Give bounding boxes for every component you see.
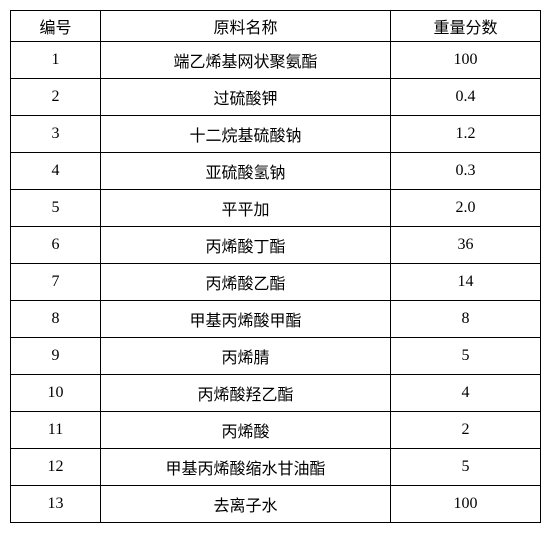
col-header-name: 原料名称 [101, 11, 391, 42]
cell-name: 过硫酸钾 [101, 79, 391, 116]
table-row: 8 甲基丙烯酸甲酯 8 [11, 301, 541, 338]
cell-weight: 4 [391, 375, 541, 412]
cell-name: 丙烯酸 [101, 412, 391, 449]
table-row: 10 丙烯酸羟乙酯 4 [11, 375, 541, 412]
cell-name: 丙烯酸羟乙酯 [101, 375, 391, 412]
cell-weight: 14 [391, 264, 541, 301]
cell-weight: 100 [391, 486, 541, 523]
cell-weight: 1.2 [391, 116, 541, 153]
cell-id: 9 [11, 338, 101, 375]
cell-weight: 0.4 [391, 79, 541, 116]
cell-weight: 100 [391, 42, 541, 79]
col-header-weight: 重量分数 [391, 11, 541, 42]
table-row: 3 十二烷基硫酸钠 1.2 [11, 116, 541, 153]
cell-weight: 2 [391, 412, 541, 449]
materials-table: 编号 原料名称 重量分数 1 端乙烯基网状聚氨酯 100 2 过硫酸钾 0.4 … [10, 10, 541, 523]
cell-name: 丙烯腈 [101, 338, 391, 375]
cell-id: 7 [11, 264, 101, 301]
cell-name: 甲基丙烯酸甲酯 [101, 301, 391, 338]
cell-weight: 0.3 [391, 153, 541, 190]
cell-weight: 2.0 [391, 190, 541, 227]
col-header-id: 编号 [11, 11, 101, 42]
cell-name: 去离子水 [101, 486, 391, 523]
table-row: 13 去离子水 100 [11, 486, 541, 523]
cell-name: 亚硫酸氢钠 [101, 153, 391, 190]
cell-id: 10 [11, 375, 101, 412]
table-row: 9 丙烯腈 5 [11, 338, 541, 375]
cell-name: 丙烯酸乙酯 [101, 264, 391, 301]
table-row: 1 端乙烯基网状聚氨酯 100 [11, 42, 541, 79]
table-row: 2 过硫酸钾 0.4 [11, 79, 541, 116]
cell-id: 4 [11, 153, 101, 190]
cell-id: 8 [11, 301, 101, 338]
cell-id: 1 [11, 42, 101, 79]
table-row: 6 丙烯酸丁酯 36 [11, 227, 541, 264]
cell-weight: 5 [391, 338, 541, 375]
table-row: 7 丙烯酸乙酯 14 [11, 264, 541, 301]
cell-weight: 8 [391, 301, 541, 338]
cell-weight: 36 [391, 227, 541, 264]
table-header-row: 编号 原料名称 重量分数 [11, 11, 541, 42]
table-row: 11 丙烯酸 2 [11, 412, 541, 449]
table-row: 12 甲基丙烯酸缩水甘油酯 5 [11, 449, 541, 486]
cell-name: 平平加 [101, 190, 391, 227]
cell-name: 甲基丙烯酸缩水甘油酯 [101, 449, 391, 486]
cell-name: 端乙烯基网状聚氨酯 [101, 42, 391, 79]
cell-name: 丙烯酸丁酯 [101, 227, 391, 264]
cell-id: 5 [11, 190, 101, 227]
cell-id: 6 [11, 227, 101, 264]
cell-id: 12 [11, 449, 101, 486]
cell-name: 十二烷基硫酸钠 [101, 116, 391, 153]
cell-weight: 5 [391, 449, 541, 486]
table-row: 4 亚硫酸氢钠 0.3 [11, 153, 541, 190]
table-row: 5 平平加 2.0 [11, 190, 541, 227]
cell-id: 3 [11, 116, 101, 153]
cell-id: 13 [11, 486, 101, 523]
cell-id: 2 [11, 79, 101, 116]
cell-id: 11 [11, 412, 101, 449]
